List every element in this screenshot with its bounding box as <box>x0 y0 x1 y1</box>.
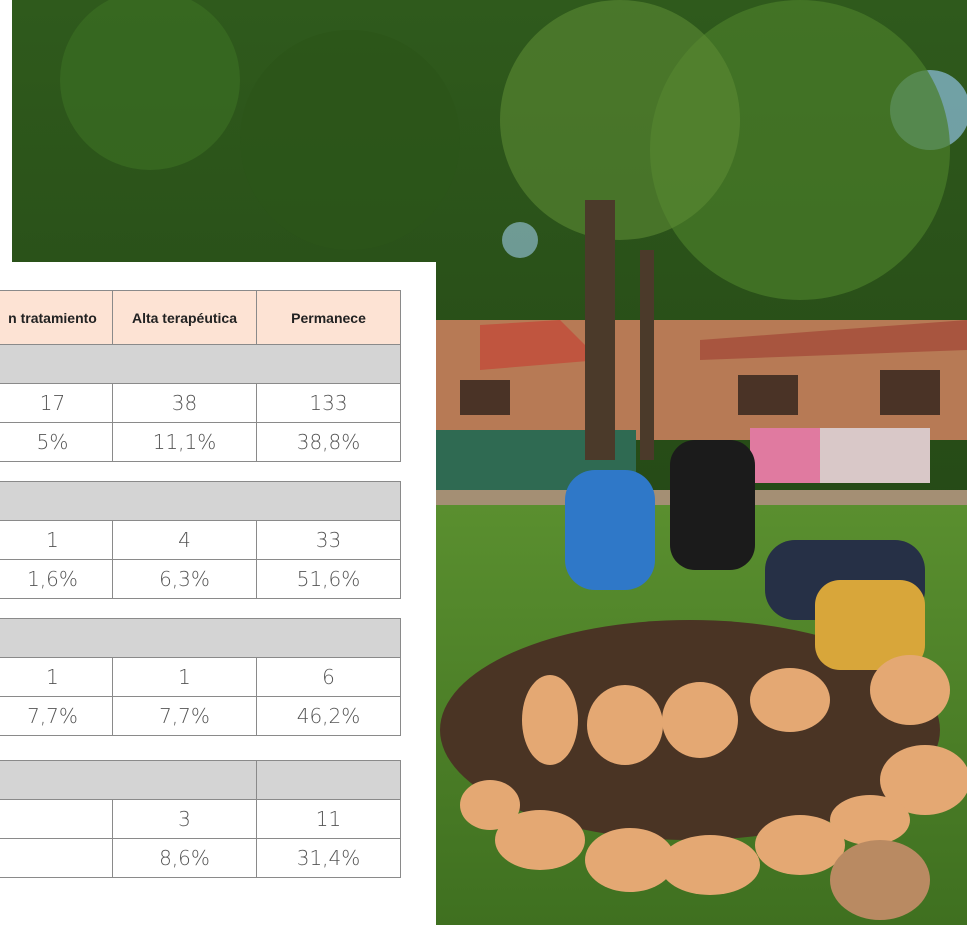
value-cell: 51,6% <box>256 559 401 599</box>
value-cell: 11,1% <box>112 422 257 462</box>
section-row <box>256 760 401 800</box>
section-row <box>0 481 401 521</box>
value-cell: 3 <box>112 799 257 839</box>
value-cell: 46,2% <box>256 696 401 736</box>
value-cell: 38 <box>112 383 257 423</box>
value-cell: 17 <box>0 383 113 423</box>
value-cell: 8,6% <box>112 838 257 878</box>
header-cell: Alta terapéutica <box>112 290 257 345</box>
value-cell: 1 <box>0 657 113 697</box>
empty-cell <box>0 838 113 878</box>
value-cell: 38,8% <box>256 422 401 462</box>
value-cell: 6,3% <box>112 559 257 599</box>
value-cell: 133 <box>256 383 401 423</box>
header-cell: Permanece <box>256 290 401 345</box>
section-row <box>0 760 257 800</box>
section-row <box>0 618 401 658</box>
value-cell: 1 <box>0 520 113 560</box>
value-cell: 31,4% <box>256 838 401 878</box>
value-cell: 11 <box>256 799 401 839</box>
section-row <box>0 344 401 384</box>
value-cell: 4 <box>112 520 257 560</box>
empty-cell <box>0 799 113 839</box>
value-cell: 33 <box>256 520 401 560</box>
value-cell: 7,7% <box>0 696 113 736</box>
value-cell: 7,7% <box>112 696 257 736</box>
value-cell: 6 <box>256 657 401 697</box>
header-cell: n tratamiento <box>0 290 113 345</box>
page: n tratamientoAlta terapéuticaPermanece17… <box>0 0 967 925</box>
value-cell: 5% <box>0 422 113 462</box>
value-cell: 1 <box>112 657 257 697</box>
value-cell: 1,6% <box>0 559 113 599</box>
